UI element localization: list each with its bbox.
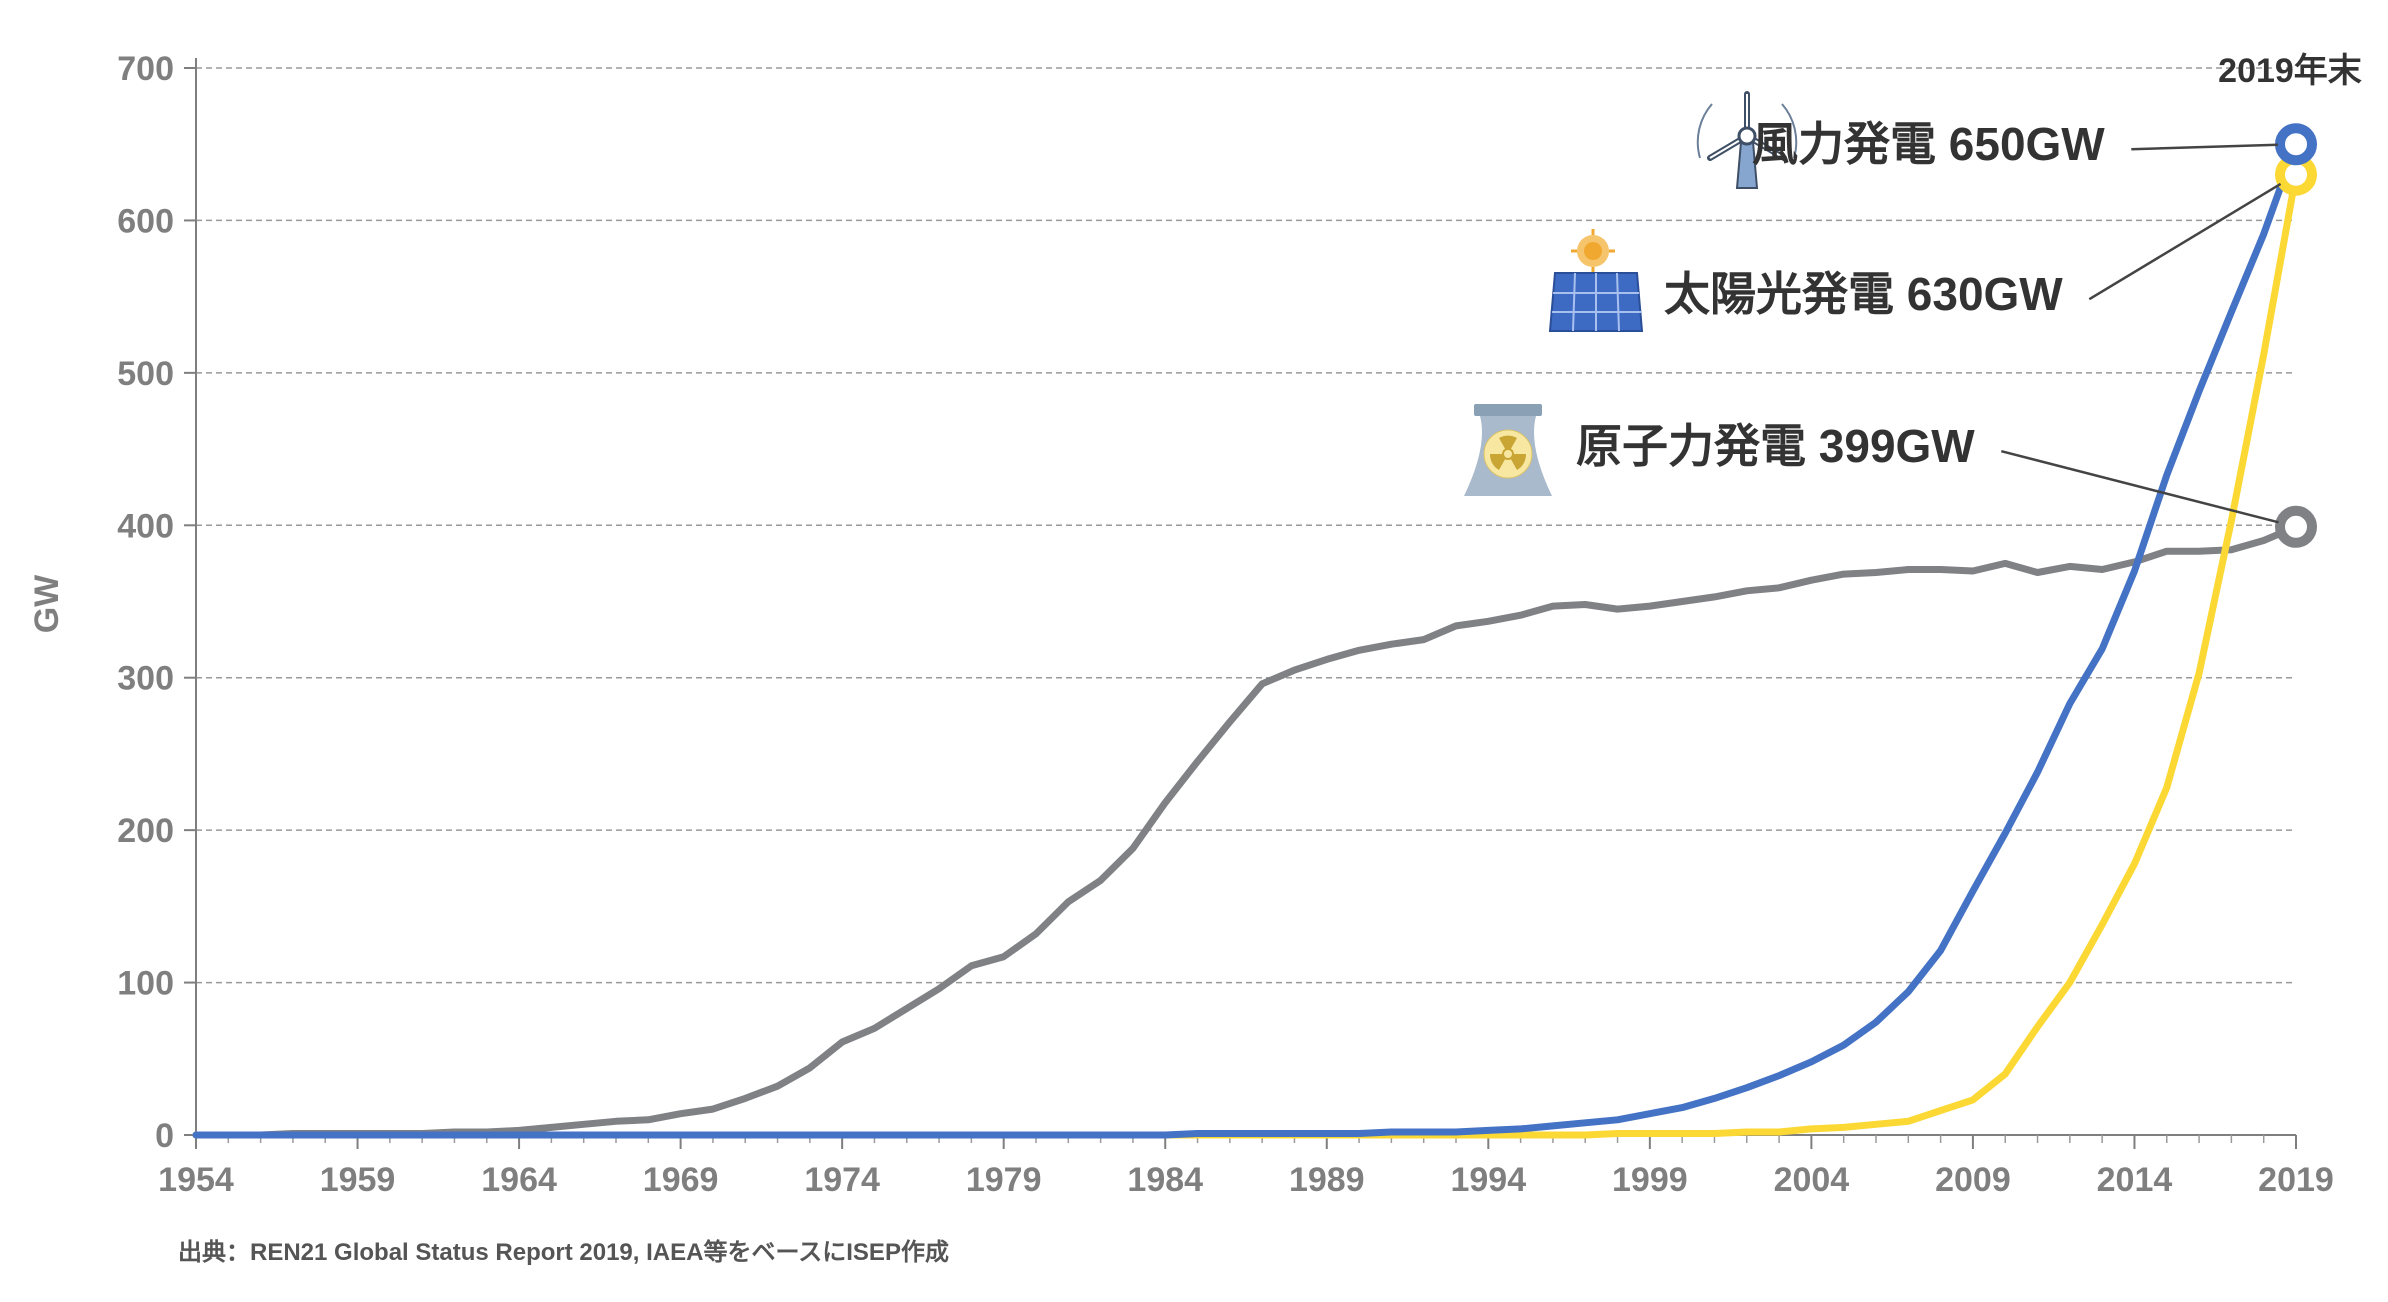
x-tick-label: 2009 <box>1935 1161 2011 1199</box>
x-tick-label: 1999 <box>1612 1161 1688 1199</box>
y-tick-labels: 0 100 200 300 400 500 600 700 <box>117 50 174 1155</box>
y-tick-label: 500 <box>117 355 174 393</box>
series-line-wind <box>192 140 2300 1139</box>
gridlines <box>196 67 2296 984</box>
y-tick-label: 700 <box>117 50 174 88</box>
year-end-annotation: 2019年末 <box>2218 52 2362 90</box>
x-tick-label: 1959 <box>320 1161 396 1199</box>
axes <box>184 58 2297 1149</box>
y-tick-label: 0 <box>155 1117 174 1155</box>
wind-turbine-icon <box>1696 91 1798 189</box>
x-tick-label: 1964 <box>481 1161 557 1199</box>
x-tick-label: 2019 <box>2258 1161 2334 1199</box>
end-markers <box>2275 123 2317 548</box>
solar-label: 太陽光発電 630GW <box>1664 268 2063 320</box>
y-tick-label: 300 <box>117 660 174 698</box>
series-lines <box>192 140 2300 1139</box>
x-tick-label: 1984 <box>1127 1161 1203 1199</box>
x-tick-label: 1969 <box>643 1161 719 1199</box>
x-tick-label: 2004 <box>1774 1161 1850 1199</box>
y-tick-label: 100 <box>117 965 174 1003</box>
x-tick-label: 1954 <box>158 1161 234 1199</box>
y-tick-label: 400 <box>117 507 174 545</box>
leader-solar <box>2088 182 2282 301</box>
x-tick-label: 2014 <box>2097 1161 2173 1199</box>
y-tick-label: 600 <box>117 202 174 240</box>
leader-nuclear <box>2000 449 2279 524</box>
end-marker-nuclear <box>2275 505 2317 548</box>
source-note: 出典：REN21 Global Status Report 2019, IAEA… <box>178 1238 949 1266</box>
wind-label: 風力発電 650GW <box>1752 118 2105 170</box>
x-tick-labels: 1954 1959 1964 1969 1974 1979 1984 1989 1994 1999… <box>158 1161 2334 1199</box>
solar-panel-icon <box>1548 229 1644 332</box>
annotation-leader-lines <box>2000 143 2282 524</box>
nuclear-plant-icon <box>1464 404 1552 496</box>
nuclear-label: 原子力発電 399GW <box>1576 420 1975 472</box>
x-tick-label: 1994 <box>1450 1161 1526 1199</box>
series-line-nuclear <box>192 523 2300 1139</box>
y-axis-label: GW <box>28 574 66 633</box>
x-tick-label: 1979 <box>966 1161 1042 1199</box>
x-tick-label: 1974 <box>804 1161 880 1199</box>
leader-wind <box>2131 143 2279 151</box>
y-tick-label: 200 <box>117 812 174 850</box>
end-marker-wind <box>2275 123 2317 166</box>
x-tick-label: 1989 <box>1289 1161 1365 1199</box>
